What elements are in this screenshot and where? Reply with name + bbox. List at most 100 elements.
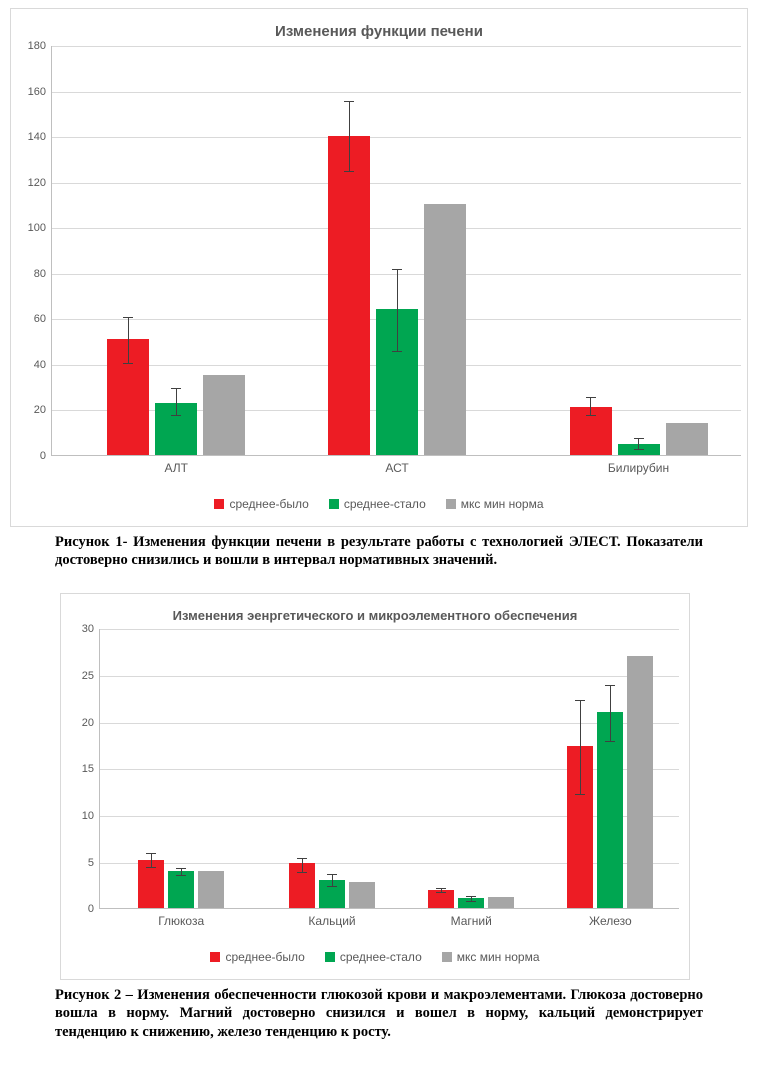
errorbar-cap: [176, 868, 186, 869]
errorbar-cap: [586, 397, 596, 398]
errorbar: [349, 101, 350, 172]
errorbar: [332, 874, 333, 886]
errorbar-cap: [634, 438, 644, 439]
legend-swatch: [329, 499, 339, 509]
legend-item-norm: мкс мин норма: [442, 950, 540, 964]
errorbar: [590, 397, 591, 415]
ytick-label: 80: [34, 268, 52, 280]
legend-label: среднее-стало: [340, 950, 422, 964]
errorbar: [610, 685, 611, 741]
gridline: [52, 46, 741, 47]
ytick-label: 20: [34, 404, 52, 416]
legend-swatch: [442, 952, 452, 962]
bar-norm: [203, 375, 245, 455]
errorbar: [176, 388, 177, 415]
bar-norm: [666, 423, 708, 455]
legend-swatch: [325, 952, 335, 962]
gridline: [100, 629, 679, 630]
chart2-legend: среднее-было среднее-стало мкс мин норма: [61, 939, 689, 979]
errorbar-cap: [344, 101, 354, 102]
legend-swatch: [214, 499, 224, 509]
legend-item-after: среднее-стало: [329, 497, 426, 511]
errorbar-cap: [436, 888, 446, 889]
legend-item-norm: мкс мин норма: [446, 497, 544, 511]
ytick-label: 30: [82, 623, 100, 635]
errorbar-cap: [392, 269, 402, 270]
bar-norm: [627, 656, 653, 908]
ytick-label: 180: [28, 40, 52, 52]
errorbar-cap: [297, 858, 307, 859]
errorbar: [128, 317, 129, 363]
ytick-label: 40: [34, 359, 52, 371]
gridline: [52, 92, 741, 93]
errorbar-cap: [176, 875, 186, 876]
ytick-label: 140: [28, 131, 52, 143]
xcat-label: Магний: [451, 908, 492, 928]
ytick-label: 160: [28, 86, 52, 98]
bar-norm: [198, 871, 224, 908]
errorbar-cap: [123, 317, 133, 318]
ytick-label: 20: [82, 717, 100, 729]
errorbar-cap: [171, 415, 181, 416]
errorbar-cap: [466, 901, 476, 902]
legend-label: мкс мин норма: [461, 497, 544, 511]
errorbar: [151, 853, 152, 867]
legend-label: среднее-было: [225, 950, 304, 964]
errorbar-cap: [146, 867, 156, 868]
xcat-label: АСТ: [385, 455, 408, 475]
ytick-label: 100: [28, 222, 52, 234]
chart2-plot: 051015202530ГлюкозаКальцийМагнийЖелезо: [61, 629, 689, 939]
errorbar-cap: [344, 171, 354, 172]
errorbar-cap: [466, 896, 476, 897]
errorbar: [580, 700, 581, 793]
errorbar-cap: [436, 892, 446, 893]
chart1-plot: 020406080100120140160180АЛТАСТБилирубин: [11, 46, 747, 486]
legend-swatch: [446, 499, 456, 509]
bar-norm: [488, 897, 514, 908]
ytick-label: 60: [34, 313, 52, 325]
errorbar-cap: [605, 741, 615, 742]
bar-norm: [424, 204, 466, 455]
ytick-label: 25: [82, 670, 100, 682]
errorbar: [397, 269, 398, 351]
plot2-area: 051015202530ГлюкозаКальцийМагнийЖелезо: [99, 629, 679, 909]
legend-label: мкс мин норма: [457, 950, 540, 964]
ytick-label: 120: [28, 177, 52, 189]
bar-norm: [349, 882, 375, 908]
chart1-frame: Изменения функции печени 020406080100120…: [10, 8, 748, 527]
gridline: [52, 137, 741, 138]
errorbar-cap: [327, 874, 337, 875]
errorbar-cap: [297, 872, 307, 873]
legend-swatch: [210, 952, 220, 962]
bar-before: [328, 136, 370, 455]
xcat-label: Глюкоза: [158, 908, 204, 928]
errorbar-cap: [634, 449, 644, 450]
ytick-label: 10: [82, 810, 100, 822]
errorbar-cap: [327, 886, 337, 887]
errorbar: [638, 438, 639, 449]
xcat-label: Железо: [589, 908, 632, 928]
chart1-legend: среднее-было среднее-стало мкс мин норма: [11, 486, 747, 526]
chart1-title: Изменения функции печени: [11, 9, 747, 46]
plot1-area: 020406080100120140160180АЛТАСТБилирубин: [51, 46, 741, 456]
xcat-label: Билирубин: [608, 455, 669, 475]
xcat-label: Кальций: [308, 908, 355, 928]
legend-item-before: среднее-было: [210, 950, 304, 964]
errorbar-cap: [171, 388, 181, 389]
ytick-label: 5: [88, 857, 100, 869]
legend-item-before: среднее-было: [214, 497, 308, 511]
errorbar: [302, 858, 303, 872]
bar-after: [168, 871, 194, 908]
xcat-label: АЛТ: [164, 455, 187, 475]
errorbar-cap: [123, 363, 133, 364]
ytick-label: 0: [40, 450, 52, 462]
chart2-title: Изменения эенргетического и микроэлемент…: [61, 594, 689, 629]
gridline: [100, 723, 679, 724]
ytick-label: 0: [88, 903, 100, 915]
errorbar-cap: [575, 794, 585, 795]
gridline: [100, 676, 679, 677]
ytick-label: 15: [82, 763, 100, 775]
gridline: [52, 183, 741, 184]
legend-item-after: среднее-стало: [325, 950, 422, 964]
caption-1: Рисунок 1- Изменения функции печени в ре…: [55, 533, 703, 569]
